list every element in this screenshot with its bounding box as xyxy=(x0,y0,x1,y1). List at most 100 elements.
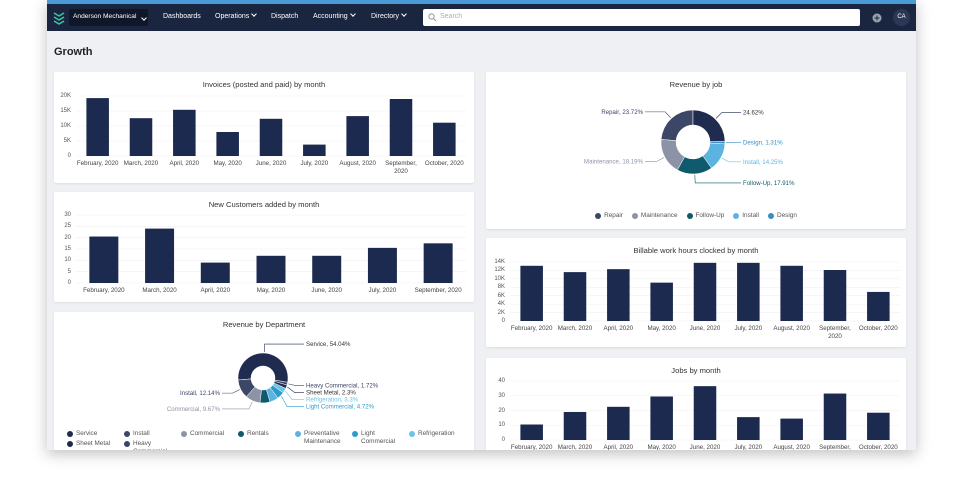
leader-line xyxy=(287,386,304,394)
pie-slice xyxy=(259,389,271,404)
chart xyxy=(510,380,900,441)
data-label: 24.62% xyxy=(743,110,764,117)
x-tick-label: April, 2020 xyxy=(603,444,634,450)
x-tick-label: June, 2020 xyxy=(689,444,721,450)
x-tick-label: July, 2020 xyxy=(734,325,763,332)
legend-swatch xyxy=(181,430,187,437)
company-switcher[interactable]: Anderson Mechanical xyxy=(69,9,148,26)
data-label: Commercial, 9.67% xyxy=(167,406,221,413)
bar xyxy=(607,269,630,321)
legend-swatch xyxy=(595,212,602,219)
x-tick-label: June, 2020 xyxy=(255,160,287,167)
page-title: Growth xyxy=(54,46,93,58)
y-tick-label: 2K xyxy=(497,309,505,316)
bar xyxy=(303,144,326,156)
bar xyxy=(346,116,369,156)
nav-link[interactable]: Accounting xyxy=(313,11,356,20)
y-tick-label: 30 xyxy=(498,392,505,399)
app-window: Anderson Mechanical Dashboards Operation… xyxy=(47,0,916,450)
leader-line xyxy=(694,174,741,184)
x-tick-label: July, 2020 xyxy=(368,287,397,294)
legend-swatch xyxy=(124,440,130,447)
x-tick-label: April, 2020 xyxy=(603,325,634,332)
bar xyxy=(650,282,673,321)
x-tick-label: March, 2020 xyxy=(123,160,159,167)
avatar-initials: CA xyxy=(897,14,906,20)
y-tick-label: 0 xyxy=(501,318,505,324)
y-tick-label: 15K xyxy=(60,108,71,114)
add-button[interactable] xyxy=(872,13,882,23)
bar xyxy=(607,406,630,440)
nav-link[interactable]: Directory xyxy=(371,11,407,20)
pie-slice xyxy=(237,352,289,383)
data-label: Service, 54.04% xyxy=(306,341,351,348)
pie-slice xyxy=(660,139,686,171)
nav-link[interactable]: Dispatch xyxy=(271,13,298,20)
bar xyxy=(520,424,543,440)
y-tick-label: 8K xyxy=(497,284,505,291)
legend-label: Maintenance xyxy=(640,212,678,219)
nav-link-text: Accounting xyxy=(313,13,348,20)
search-placeholder: Search xyxy=(440,13,463,20)
bar xyxy=(86,98,109,156)
y-tick-label: 25 xyxy=(64,223,71,230)
chart-title: Revenue by job xyxy=(669,80,723,89)
user-avatar[interactable]: CA xyxy=(893,9,910,26)
x-tick-label: May, 2020 xyxy=(213,160,242,167)
y-tick-label: 20 xyxy=(64,234,71,241)
navbar: Anderson Mechanical Dashboards Operation… xyxy=(47,4,916,31)
nav-link[interactable]: Operations xyxy=(215,11,258,20)
legend-label: Preventative Maintenance xyxy=(304,430,341,445)
x-tick-label: February, 2020 xyxy=(510,325,553,332)
bar xyxy=(780,418,803,440)
data-label: Maintenance, 18.19% xyxy=(584,158,644,165)
bar xyxy=(256,255,286,283)
logo[interactable] xyxy=(52,11,66,25)
x-tick-label: February, 2020 xyxy=(83,287,125,294)
leader-line xyxy=(721,157,741,163)
x-tick-label: June, 2020 xyxy=(689,325,721,332)
y-tick-label: 30 xyxy=(64,212,71,218)
y-tick-label: 12K xyxy=(494,267,505,274)
pie-slice xyxy=(677,155,712,175)
x-tick-label: July, 2020 xyxy=(734,444,763,450)
y-tick-label: 10 xyxy=(498,422,505,429)
bar xyxy=(867,291,890,321)
x-tick-label: May, 2020 xyxy=(647,444,676,450)
legend-item: Follow-Up xyxy=(686,212,724,220)
legend-item: Refrigeration xyxy=(409,430,457,438)
bar xyxy=(693,262,717,321)
x-tick-label: April, 2020 xyxy=(200,287,231,294)
pie-slice xyxy=(237,378,256,398)
x-tick-label: September, 2020 xyxy=(819,325,851,340)
x-tick-label: May, 2020 xyxy=(647,325,676,332)
legend-label: Rentals xyxy=(247,430,269,437)
pie-slice xyxy=(660,109,694,141)
y-tick-label: 5 xyxy=(67,268,71,275)
bar xyxy=(216,132,239,156)
chart-title: Invoices (posted and paid) by month xyxy=(202,80,326,89)
chart-panel: Revenue by Department Service, 54.04% Inst… xyxy=(54,312,474,450)
chart-panel: Invoices (posted and paid) by month 0 5K 10… xyxy=(54,72,474,183)
chart-title: New Customers added by month xyxy=(208,200,320,209)
bar xyxy=(129,118,153,156)
legend-item: Repair xyxy=(595,212,623,220)
data-label: Design, 1.31% xyxy=(743,140,783,147)
x-tick-label: October, 2020 xyxy=(424,160,464,167)
bar xyxy=(173,109,196,156)
legend-item: Service xyxy=(67,430,115,438)
bar xyxy=(520,265,543,321)
x-tick-label: April, 2020 xyxy=(169,160,200,167)
data-label: Sheet Metal, 2.3% xyxy=(306,390,356,397)
bar xyxy=(89,236,119,283)
pie-slice xyxy=(245,386,262,404)
legend-label: Install xyxy=(742,212,759,219)
y-tick-label: 0 xyxy=(501,437,505,443)
legend-label: Light Commercial xyxy=(361,430,396,445)
search-box[interactable]: Search xyxy=(423,9,860,26)
nav-link[interactable]: Dashboards xyxy=(163,13,201,20)
y-tick-label: 6K xyxy=(497,292,505,299)
legend-label: Design xyxy=(776,212,797,219)
x-tick-label: September, 2020 xyxy=(385,160,417,175)
legend-label: Sheet Metal xyxy=(76,440,111,447)
